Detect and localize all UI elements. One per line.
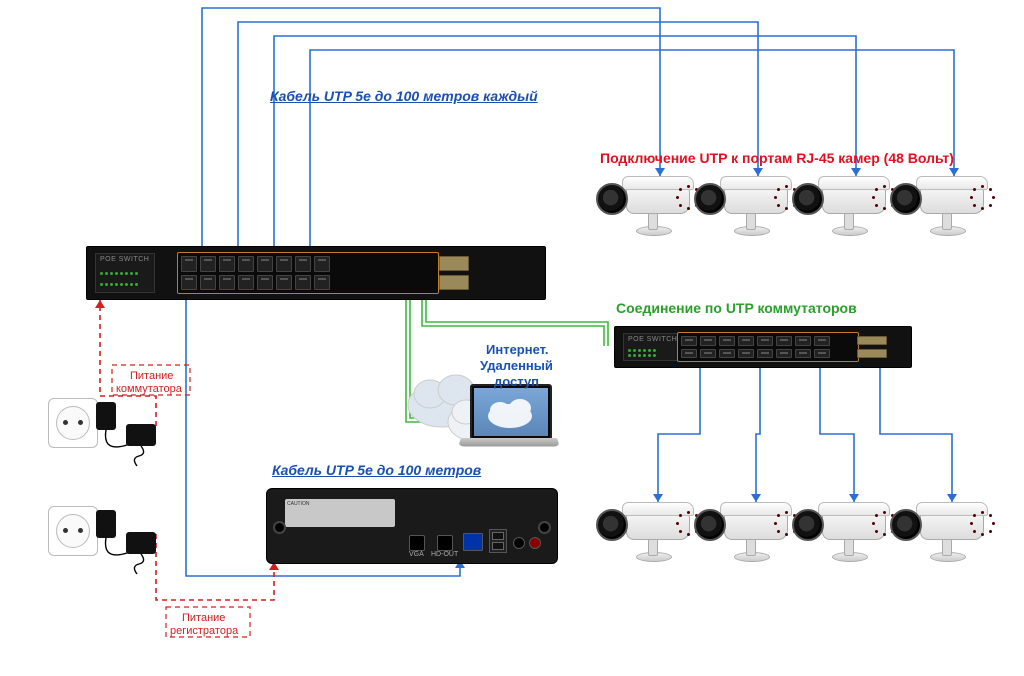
screw-hole-icon — [538, 521, 551, 534]
switch-ports — [677, 332, 859, 362]
hdmi-port-icon — [437, 535, 453, 551]
nvr-caution-plate: CAUTION — [285, 499, 395, 527]
switch-model-label: POE SWITCH — [100, 256, 149, 263]
screw-hole-icon — [273, 521, 286, 534]
label-utp-cable-100: Кабель UTP 5e до 100 метров — [272, 462, 481, 478]
label-utp-cable-each: Кабель UTP 5e до 100 метров каждый — [270, 88, 538, 104]
label-power-nvr: регистратора — [170, 625, 238, 637]
switch-model-label: POE SWITCH — [628, 336, 677, 343]
lan-port-icon — [463, 533, 483, 551]
poe-switch-secondary: POE SWITCH — [614, 326, 912, 368]
label-internet: Интернет. — [486, 342, 548, 357]
switch-led-panel: POE SWITCH — [623, 333, 683, 361]
switch-ports — [177, 252, 439, 294]
port-label: HD-OUT — [431, 551, 458, 558]
nvr-recorder: CAUTION VGA HD-OUT — [266, 488, 558, 564]
switch-sfp-slots — [439, 256, 469, 290]
switch-led-panel: POE SWITCH — [95, 253, 155, 293]
usb-ports-icon — [489, 529, 507, 553]
label-rj45-cameras: Подключение UTP к портам RJ-45 камер (48… — [600, 150, 954, 166]
label-power-switch: коммутатора — [116, 383, 182, 395]
audio-jack-icon — [513, 537, 525, 549]
label-power-nvr: Питание — [182, 612, 225, 624]
wall-socket-icon — [48, 398, 98, 448]
label-power-switch: Питание — [130, 370, 173, 382]
wall-socket-icon — [48, 506, 98, 556]
label-internet: Удаленный — [480, 358, 553, 373]
power-jack-icon — [529, 537, 541, 549]
label-switch-link: Соединение по UTP коммутаторов — [616, 300, 857, 316]
poe-switch-main: POE SWITCH — [86, 246, 546, 300]
port-label: VGA — [409, 551, 424, 558]
switch-sfp-slots — [857, 336, 887, 358]
vga-port-icon — [409, 535, 425, 551]
label-internet: доступ — [494, 374, 539, 389]
